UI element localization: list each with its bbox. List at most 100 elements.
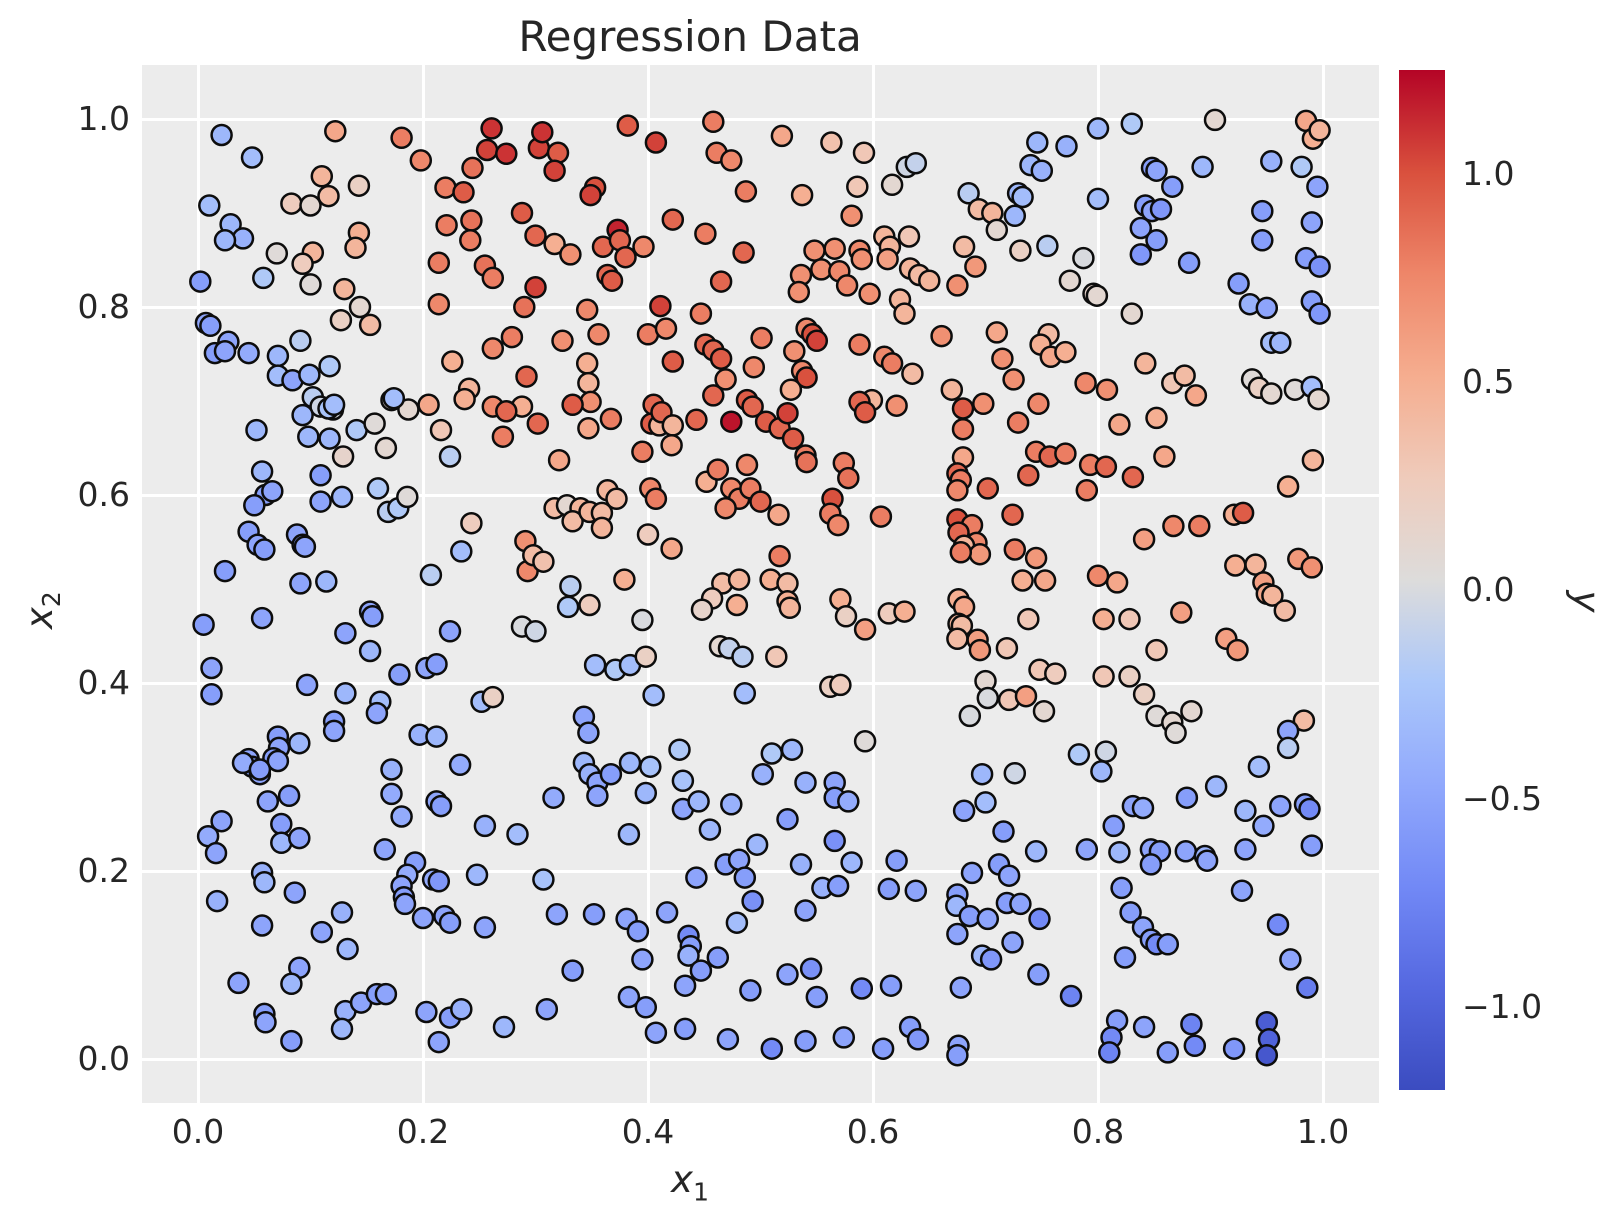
data-point [1180, 1012, 1203, 1036]
data-point [330, 1017, 354, 1041]
data-point [1234, 799, 1257, 823]
data-point [709, 347, 733, 370]
data-point [411, 906, 435, 930]
data-point [252, 266, 275, 290]
data-point [250, 606, 274, 630]
data-point [289, 329, 312, 353]
data-point [687, 790, 710, 813]
data-point [1269, 331, 1292, 354]
data-point [760, 1037, 784, 1060]
data-point [1129, 243, 1153, 266]
data-point [295, 673, 319, 697]
data-point [734, 180, 758, 203]
data-point [951, 397, 975, 420]
data-point [586, 784, 609, 808]
data-point [198, 194, 221, 217]
data-point [760, 742, 784, 765]
data-point [240, 146, 264, 169]
data-point [951, 417, 975, 441]
data-point [1308, 119, 1331, 142]
data-point [524, 276, 547, 299]
data-point [957, 182, 980, 205]
data-point [480, 117, 503, 140]
data-point [448, 753, 472, 777]
data-point [318, 354, 341, 378]
data-point [968, 638, 992, 662]
data-point [245, 418, 268, 442]
data-point [189, 270, 212, 293]
data-point [515, 365, 538, 388]
y-tick-label: 0.2 [77, 851, 130, 890]
data-point [765, 645, 788, 668]
data-point [901, 362, 924, 385]
data-point [795, 450, 818, 474]
data-point [1033, 569, 1057, 592]
data-point [631, 608, 654, 632]
data-point [374, 436, 398, 460]
data-point [685, 866, 708, 889]
data-point [940, 378, 964, 401]
data-point [390, 805, 413, 828]
data-point [636, 523, 660, 546]
data-point [714, 368, 737, 391]
data-point [1002, 368, 1025, 391]
data-point [1119, 901, 1142, 924]
data-point [481, 337, 505, 360]
data-point [254, 1011, 277, 1034]
data-point [1129, 216, 1153, 240]
data-point [725, 911, 749, 934]
data-point [741, 889, 764, 913]
data-point [1251, 199, 1274, 223]
data-point [261, 479, 284, 503]
data-point [1085, 284, 1109, 307]
data-point [309, 490, 332, 513]
data-point [322, 719, 346, 743]
data-point [832, 1026, 856, 1049]
data-point [288, 731, 311, 755]
data-point [582, 902, 606, 926]
data-point [960, 861, 984, 885]
data-point [1094, 455, 1118, 479]
data-point [790, 183, 814, 207]
data-point [1308, 302, 1331, 325]
x-tick-label: 0.0 [171, 1112, 225, 1151]
data-point [661, 414, 685, 437]
data-point [626, 919, 650, 943]
data-point [787, 280, 811, 304]
data-point [853, 618, 877, 641]
data-point [513, 295, 536, 319]
data-point [735, 453, 759, 477]
x-tick-label: 0.8 [1071, 1112, 1125, 1151]
data-point [1059, 984, 1083, 1008]
data-point [1251, 229, 1274, 252]
data-point [265, 242, 289, 265]
data-point [631, 948, 654, 971]
data-point [689, 959, 713, 982]
data-point [289, 572, 312, 595]
data-point [532, 868, 555, 891]
data-point [823, 237, 846, 260]
data-point [794, 899, 817, 922]
data-point [1086, 187, 1110, 211]
data-point [837, 466, 860, 490]
data-point [429, 418, 453, 442]
data-point [427, 292, 451, 316]
data-point [210, 809, 233, 833]
data-point [850, 977, 874, 1000]
data-point [438, 911, 462, 934]
data-point [382, 386, 406, 410]
data-point [506, 823, 529, 846]
gridline-vertical [646, 65, 650, 1103]
data-point [617, 985, 641, 1009]
data-point [605, 487, 628, 511]
data-point [668, 738, 691, 761]
data-point [396, 485, 419, 509]
data-point [348, 295, 372, 319]
data-point [776, 808, 799, 831]
data-point [673, 1017, 697, 1041]
data-point [1308, 255, 1331, 278]
data-point [1222, 1037, 1246, 1060]
data-point [253, 871, 276, 894]
data-point [770, 124, 794, 148]
data-point [213, 339, 237, 363]
